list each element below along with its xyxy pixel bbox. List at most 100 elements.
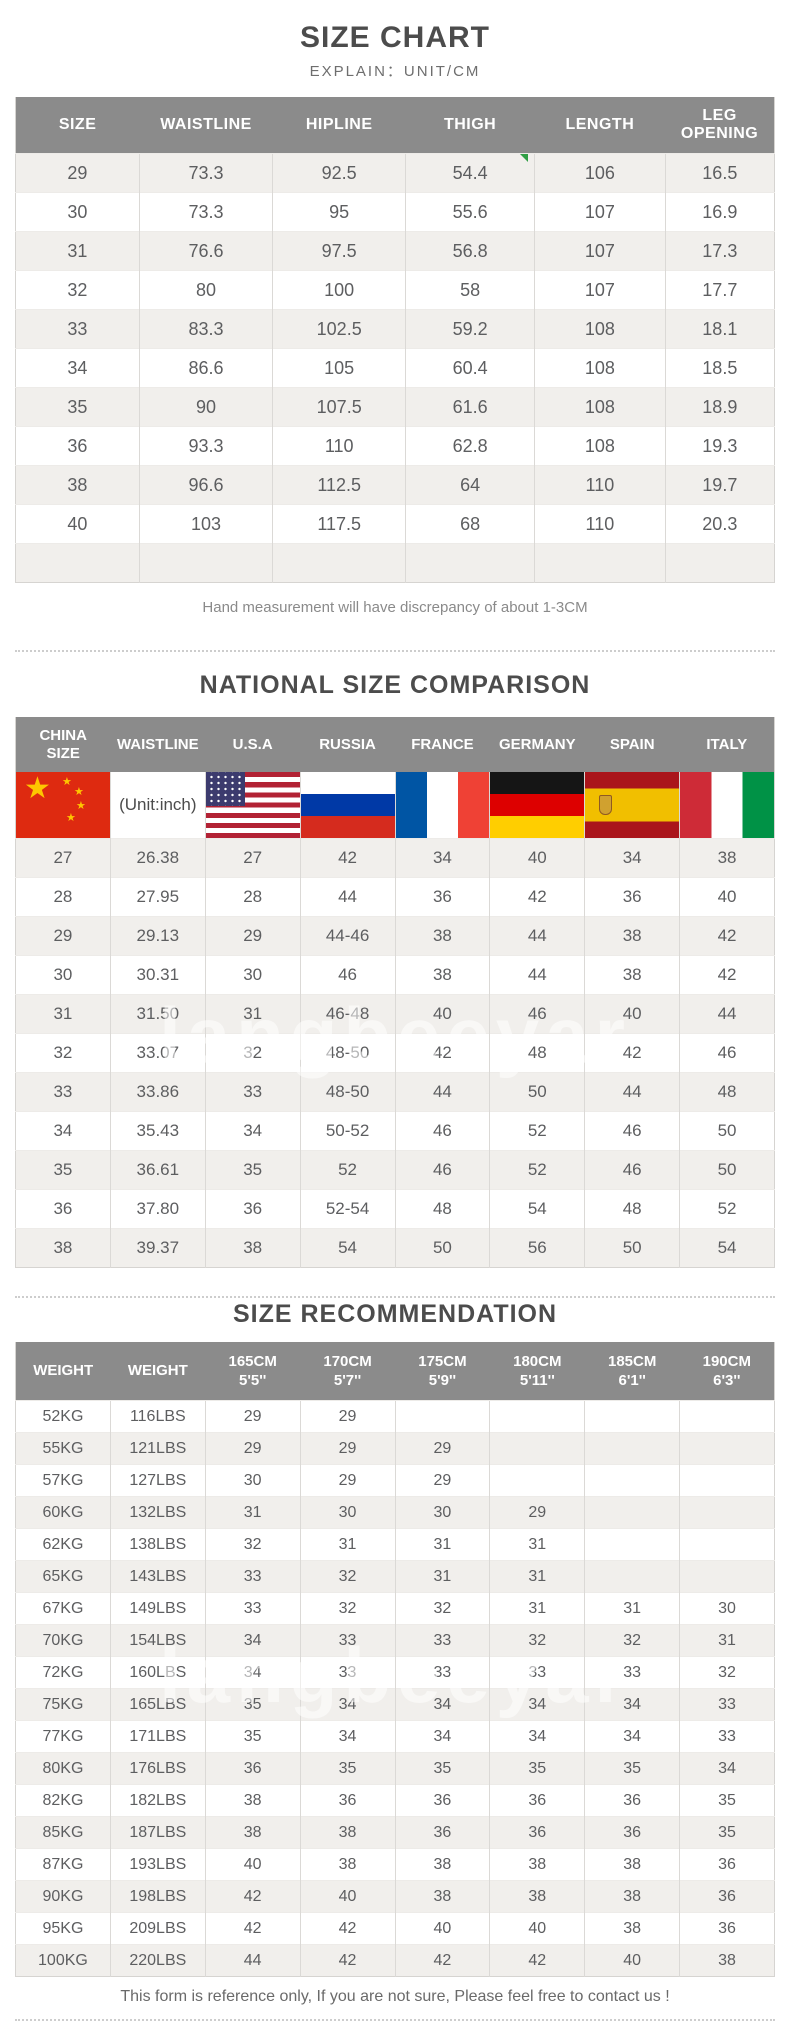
table-cell: 35	[679, 1816, 775, 1849]
table-cell	[15, 543, 140, 583]
table-cell: 36	[679, 1912, 775, 1945]
table-cell: 100	[272, 270, 406, 310]
table-row: 36 93.3 110 62.8 108 19.3	[15, 426, 775, 466]
table-cell: 37.80	[109, 1189, 206, 1229]
table-row: 55KG 121LBS 29 29 29	[15, 1432, 775, 1465]
table-cell: 44	[489, 916, 585, 956]
reference-note: This form is reference only, If you are …	[120, 1988, 670, 2005]
table-cell: 34	[15, 348, 140, 388]
table-cell: 32	[204, 1528, 301, 1561]
table-cell: 34	[299, 1688, 395, 1721]
table-cell: 40	[15, 504, 140, 544]
size-recommendation-table: WEIGHT WEIGHT 165CM 5'5'' 170CM 5'7'' 175CM …	[15, 1342, 775, 1977]
table-row: 30 73.3 95 55.6 107 16.9	[15, 192, 775, 232]
table-row: 52KG 116LBS 29 29	[15, 1400, 775, 1433]
table-cell: 34	[299, 1720, 395, 1753]
table-cell: 42	[299, 1912, 395, 1945]
table-cell	[489, 1400, 585, 1433]
table-cell: 35.43	[109, 1111, 206, 1151]
table-row: 67KG 149LBS 33 32 32 31 31 30	[15, 1592, 775, 1625]
table-cell: 127LBS	[109, 1464, 206, 1497]
table-row: 62KG 138LBS 32 31 31 31	[15, 1528, 775, 1561]
measurement-note: Hand measurement will have discrepancy o…	[202, 599, 588, 616]
table-cell: 38	[584, 1848, 680, 1881]
table-cell: 80	[138, 270, 273, 310]
table-cell: 117.5	[272, 504, 406, 544]
table-row: 38 39.37 38 54 50 56 50 54	[15, 1228, 775, 1268]
table-cell: 107	[534, 192, 666, 232]
table-cell: 48	[394, 1189, 490, 1229]
table-cell: 34	[204, 1624, 301, 1657]
table-cell: 73.3	[138, 153, 273, 193]
table-cell: 19.3	[664, 426, 775, 466]
table-cell: 38	[489, 1880, 585, 1913]
table-cell: 95KG	[15, 1912, 111, 1945]
table-cell: 29	[204, 916, 301, 956]
column-header: 170CM 5'7''	[300, 1342, 395, 1401]
table-cell: 29	[299, 1400, 395, 1433]
table-cell: 38	[15, 1228, 111, 1268]
table-cell: 52	[489, 1111, 585, 1151]
table-cell: 30	[15, 192, 140, 232]
table-cell: 36	[394, 1816, 490, 1849]
table-cell: 46	[299, 955, 395, 995]
table-cell: 31	[204, 994, 301, 1034]
table-cell	[584, 1464, 680, 1497]
table-cell: 56.8	[405, 231, 535, 271]
table-cell: 92.5	[272, 153, 406, 193]
table-cell: 62KG	[15, 1528, 111, 1561]
national-size-table: CHINA SIZE WAISTLINE U.S.A RUSSIA FRANCE GERM…	[15, 717, 775, 1268]
section-divider	[15, 1296, 775, 1298]
table-cell: 38	[204, 1816, 301, 1849]
flag-italy-icon	[680, 772, 774, 838]
table-row: 32 80 100 58 107 17.7	[15, 270, 775, 310]
table-row: 28 27.95 28 44 36 42 36 40	[15, 877, 775, 917]
table-cell	[679, 1496, 775, 1529]
table-row: 90KG 198LBS 42 40 38 38 38 36	[15, 1880, 775, 1913]
column-header: ITALY	[679, 717, 775, 772]
table-cell: 38	[15, 465, 140, 505]
table-cell: 34	[679, 1752, 775, 1785]
table-cell: 31	[489, 1592, 585, 1625]
table-row: 65KG 143LBS 33 32 31 31	[15, 1560, 775, 1593]
table-row: 30 30.31 30 46 38 44 38 42	[15, 955, 775, 995]
table-row: 57KG 127LBS 30 29 29	[15, 1464, 775, 1497]
table-cell: 33	[679, 1688, 775, 1721]
table-cell: 36	[204, 1752, 301, 1785]
table-cell: 36	[489, 1816, 585, 1849]
table-cell: 35	[679, 1784, 775, 1817]
column-header: SIZE	[15, 97, 140, 154]
table-cell: 32	[299, 1560, 395, 1593]
flag-cell	[299, 772, 395, 839]
table-cell: 31	[299, 1528, 395, 1561]
column-header: U.S.A	[205, 717, 301, 772]
table-cell: 72KG	[15, 1656, 111, 1689]
table-row: 70KG 154LBS 34 33 33 32 32 31	[15, 1624, 775, 1657]
table-cell: 107.5	[272, 387, 406, 427]
table-cell: 29	[394, 1432, 490, 1465]
table-cell	[584, 1432, 680, 1465]
table-row: 87KG 193LBS 40 38 38 38 38 36	[15, 1848, 775, 1881]
column-header: WAISTLINE	[139, 97, 273, 154]
table-cell: 138LBS	[109, 1528, 206, 1561]
table-cell: 107	[534, 231, 666, 271]
table-cell: 30	[299, 1496, 395, 1529]
table-cell: 48	[679, 1072, 775, 1112]
table-cell: 34	[584, 838, 680, 878]
table-cell: 32	[15, 1033, 111, 1073]
table-cell: 64	[405, 465, 535, 505]
table-cell: 42	[679, 955, 775, 995]
table-cell: 40	[679, 877, 775, 917]
table-cell	[534, 543, 666, 583]
table-cell: 38	[584, 916, 680, 956]
table-cell: 50	[489, 1072, 585, 1112]
table-row: 60KG 132LBS 31 30 30 29	[15, 1496, 775, 1529]
table-cell: 75KG	[15, 1688, 111, 1721]
table-cell: 42	[299, 1944, 395, 1977]
table-cell: 103	[138, 504, 273, 544]
table-row: 82KG 182LBS 38 36 36 36 36 35	[15, 1784, 775, 1817]
table-cell: 29	[15, 916, 111, 956]
table-cell: 33	[204, 1592, 301, 1625]
flag-cell	[489, 772, 585, 839]
flag-cell	[679, 772, 775, 839]
